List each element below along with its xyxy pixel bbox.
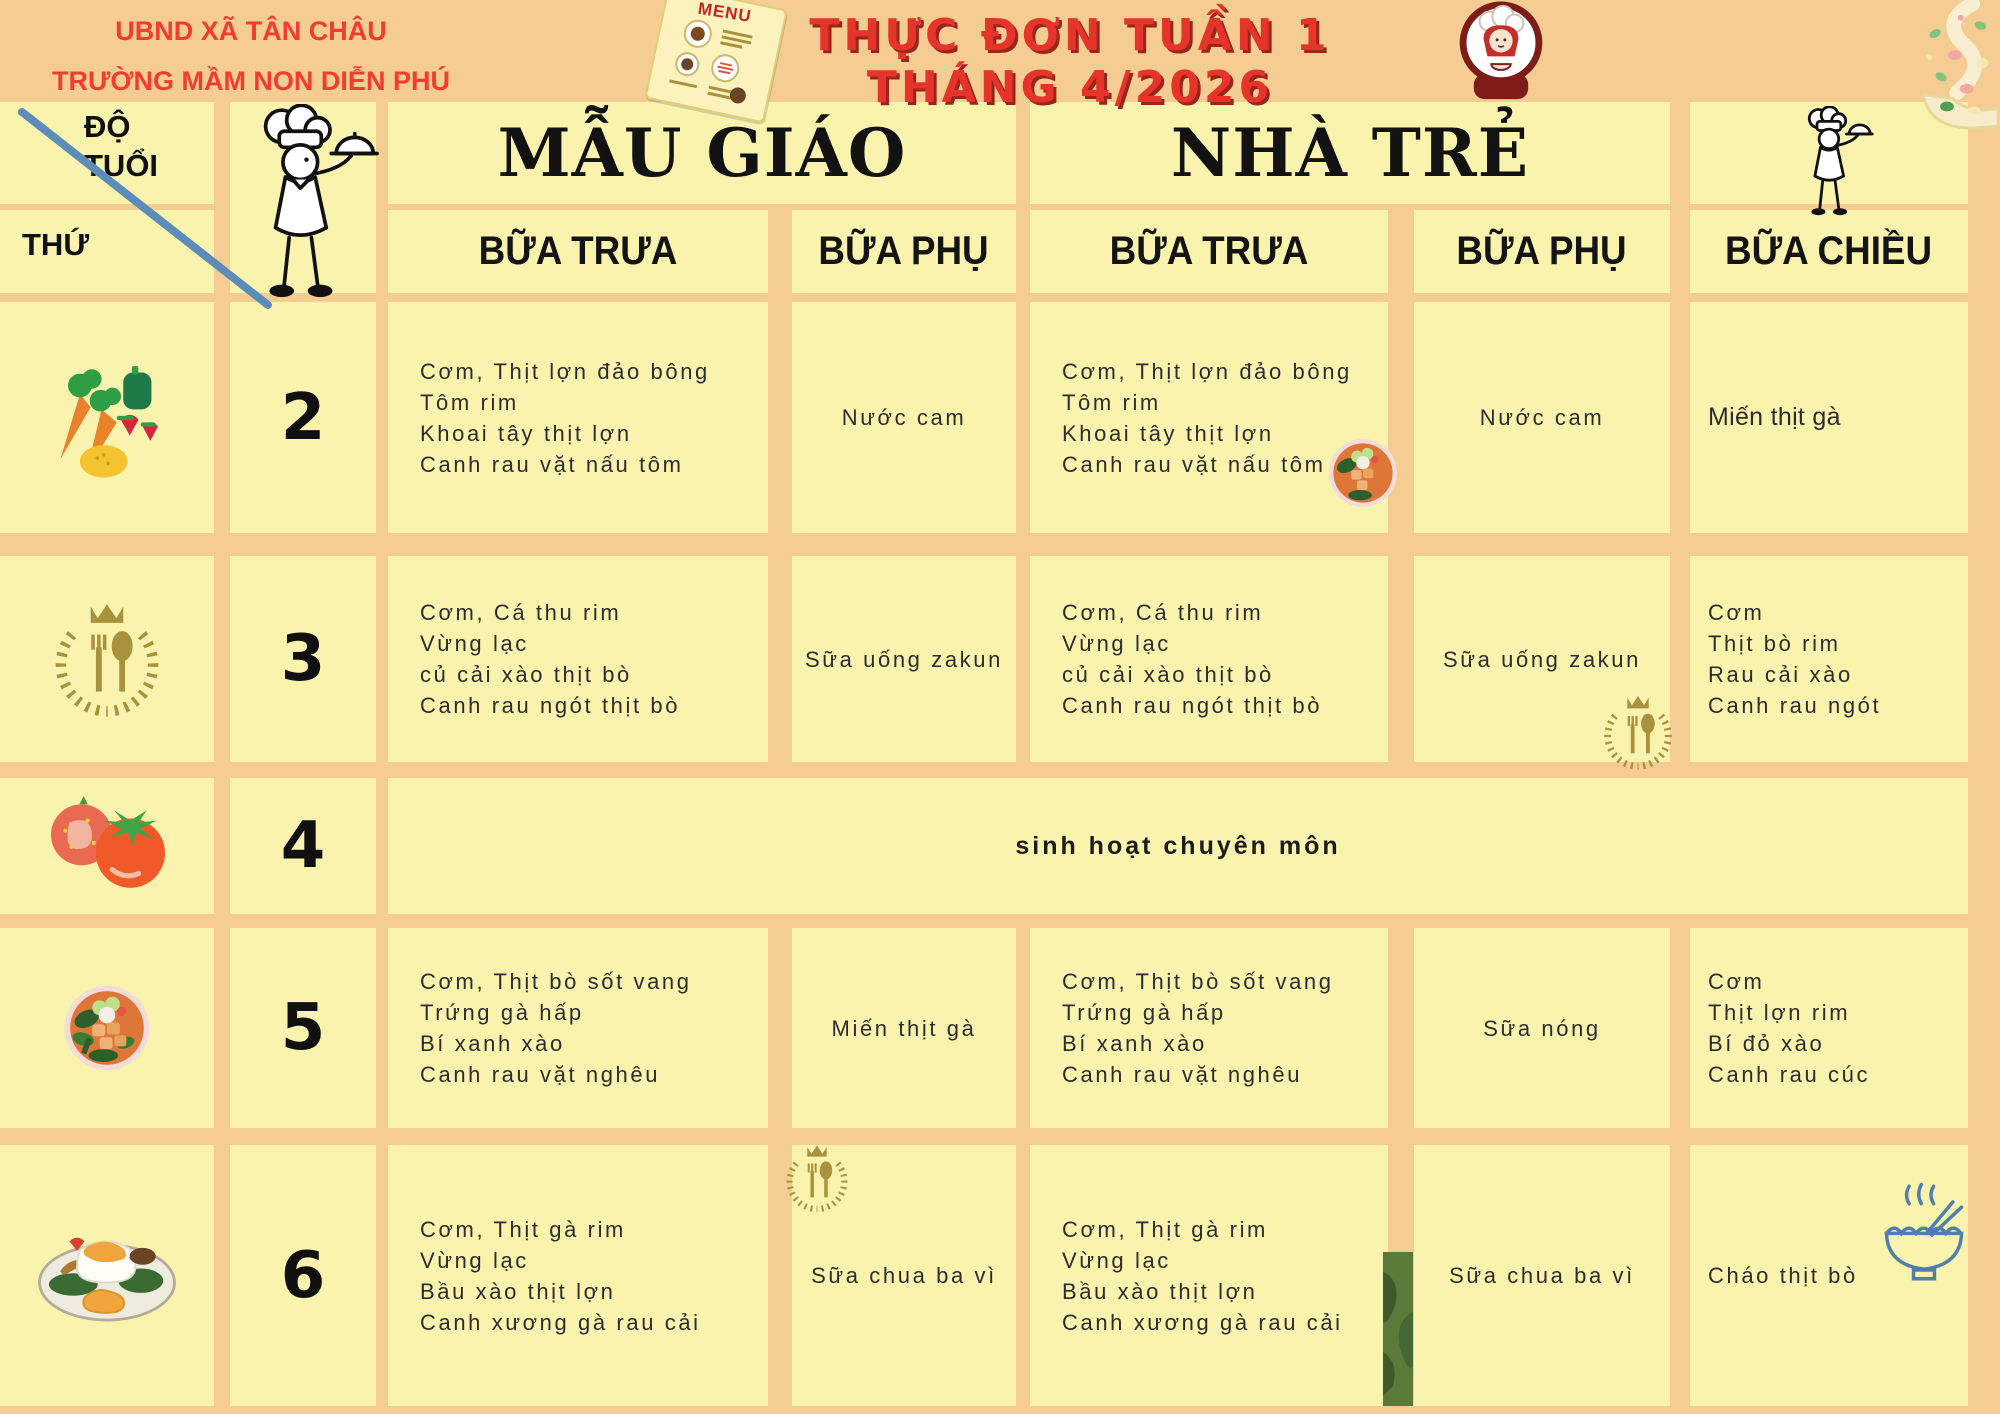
menu-item: Cơm, Cá thu rim Vừng lạc củ cải xào thịt… <box>420 600 681 718</box>
menu-card-doodles <box>669 19 753 104</box>
cell-day4-merged: sinh hoạt chuyên môn <box>388 778 1968 914</box>
org-line-1: UBND XÃ TÂN CHÂU <box>115 16 387 46</box>
day-cell-4: 4 <box>230 778 376 914</box>
tomatoes-icon <box>51 796 166 888</box>
noodle-bowl-icon <box>1884 1182 1964 1281</box>
day-number: 4 <box>280 809 326 883</box>
cell-day6-mg-snack: Sữa chua ba vì <box>792 1145 1016 1406</box>
chef-mascot-small-icon <box>1807 106 1874 216</box>
laurel-sticker-icon <box>1604 696 1672 770</box>
subheader-label: BỮA PHỤ <box>1456 229 1628 273</box>
menu-item: Cơm, Thịt bò sốt vang Trứng gà hấp Bí xa… <box>1062 969 1334 1087</box>
day-number: 2 <box>280 380 326 455</box>
cell-day3-mg-lunch: Cơm, Cá thu rim Vừng lạc củ cải xào thịt… <box>388 556 768 762</box>
cell-day2-nt-snack: Nước cam <box>1414 302 1670 533</box>
menu-item: Cơm Thịt lợn rim Bí đỏ xào Canh rau cúc <box>1708 969 1871 1087</box>
title-line-1: THỰC ĐƠN TUẦN 1 <box>809 10 1331 61</box>
cell-day3-nt-snack: Sữa uống zakun <box>1414 556 1670 762</box>
laurel-sticker-icon <box>786 1145 848 1213</box>
subheader-nt-snack: BỮA PHỤ <box>1414 210 1670 293</box>
subheader-mg-lunch: BỮA TRƯA <box>388 210 768 293</box>
menu-item: Cơm Thịt bò rim Rau cải xào Canh rau ngó… <box>1708 600 1882 718</box>
cell-day3-nt-lunch: Cơm, Cá thu rim Vừng lạc củ cải xào thịt… <box>1030 556 1388 762</box>
menu-item: Sữa uống zakun <box>1443 646 1641 672</box>
corner-day-label: THỨ <box>22 227 90 262</box>
menu-item: Cơm, Thịt gà rim Vừng lạc Bầu xào thịt l… <box>420 1216 701 1335</box>
menu-item: Cơm, Thịt bò sốt vang Trứng gà hấp Bí xa… <box>420 969 692 1087</box>
menu-item: Sữa chua ba vì <box>1449 1263 1635 1288</box>
subheader-label: BỮA PHỤ <box>818 229 990 273</box>
menu-item: Miến thịt gà <box>831 1015 977 1041</box>
cell-day3-afternoon: Cơm Thịt bò rim Rau cải xào Canh rau ngó… <box>1690 556 1968 762</box>
cell-day5-nt-snack: Sữa nóng <box>1414 928 1670 1128</box>
org-line-2: TRƯỜNG MẦM NON DIỄN PHÚ <box>52 66 450 96</box>
rice-plate-icon <box>38 1237 176 1321</box>
chef-mascot-icon <box>263 104 379 298</box>
icon-cell-day6 <box>0 1145 214 1406</box>
day-cell-5: 5 <box>230 928 376 1128</box>
subheader-label: BỮA TRƯA <box>478 229 678 273</box>
cell-day2-mg-lunch: Cơm, Thịt lợn đảo bông Tôm rim Khoai tây… <box>388 302 768 533</box>
day-number: 3 <box>280 622 326 696</box>
vegetables-icon <box>60 365 158 478</box>
group-header-mau-giao: MẪU GIÁO <box>388 102 1016 204</box>
school-header: UBND XÃ TÂN CHÂU TRƯỜNG MẦM NON DIỄN PHÚ <box>28 6 474 106</box>
icon-cell-day3 <box>0 556 214 762</box>
subheader-label: BỮA TRƯA <box>1109 229 1309 273</box>
cell-day6-nt-lunch: Cơm, Thịt gà rim Vừng lạc Bầu xào thịt l… <box>1030 1145 1388 1406</box>
menu-item: Cháo thịt bò <box>1708 1263 1858 1288</box>
cell-day5-mg-snack: Miến thịt gà <box>792 928 1016 1128</box>
cell-day5-nt-lunch: Cơm, Thịt bò sốt vang Trứng gà hấp Bí xa… <box>1030 928 1388 1128</box>
menu-item: Cơm, Cá thu rim Vừng lạc củ cải xào thịt… <box>1062 600 1323 718</box>
cell-day2-nt-lunch: Cơm, Thịt lợn đảo bông Tôm rim Khoai tây… <box>1030 302 1388 533</box>
menu-item: Nước cam <box>1479 405 1605 430</box>
subheader-nt-lunch: BỮA TRƯA <box>1030 210 1388 293</box>
menu-item: Sữa uống zakun <box>805 646 1003 672</box>
menu-card-illustration: MENU <box>644 0 788 124</box>
day-cell-3: 3 <box>230 556 376 762</box>
group-title-mau-giao: MẪU GIÁO <box>497 114 907 192</box>
subheader-mg-snack: BỮA PHỤ <box>792 210 1016 293</box>
cell-day5-mg-lunch: Cơm, Thịt bò sốt vang Trứng gà hấp Bí xa… <box>388 928 768 1128</box>
subheader-afternoon: BỮA CHIỀU <box>1690 210 1968 293</box>
group-title-nha-tre: NHÀ TRẺ <box>1170 114 1530 192</box>
menu-item: Sữa nóng <box>1483 1015 1601 1041</box>
cell-day6-afternoon: Cháo thịt bò <box>1690 1145 1968 1406</box>
merged-note: sinh hoạt chuyên môn <box>1015 831 1341 860</box>
corner-day-cell: THỨ <box>0 210 214 293</box>
diagonal-divider-line <box>18 108 272 309</box>
greens-photo-strip <box>1383 1252 1413 1406</box>
laurel-cutlery-icon <box>55 604 159 717</box>
menu-item: Cơm, Thịt lợn đảo bông Tôm rim Khoai tây… <box>1062 358 1352 477</box>
icon-cell-day2 <box>0 302 214 533</box>
cell-day5-afternoon: Cơm Thịt lợn rim Bí đỏ xào Canh rau cúc <box>1690 928 1968 1128</box>
menu-item: Sữa chua ba vì <box>811 1263 997 1288</box>
chef-girl-badge-icon <box>1459 1 1543 100</box>
cell-day6-nt-snack: Sữa chua ba vì <box>1414 1145 1670 1406</box>
soup-bowl-sticker-icon <box>1328 438 1398 508</box>
noodle-swirl-icon <box>1921 0 2000 130</box>
menu-item: Miến thịt gà <box>1708 403 1841 431</box>
poster-title: THỰC ĐƠN TUẦN 1 THÁNG 4/2026 <box>760 10 1380 114</box>
subheader-label: BỮA CHIỀU <box>1725 229 1933 273</box>
title-line-2: THÁNG 4/2026 <box>866 62 1274 113</box>
group-header-nha-tre: NHÀ TRẺ <box>1030 102 1670 204</box>
food-bowl-icon <box>64 985 150 1071</box>
icon-cell-day5 <box>0 928 214 1128</box>
day-cell-6: 6 <box>230 1145 376 1406</box>
icon-cell-day4 <box>0 778 214 914</box>
day-number: 5 <box>280 991 326 1065</box>
day-cell-2: 2 <box>230 302 376 533</box>
menu-item: Nước cam <box>841 405 967 430</box>
day-number: 6 <box>280 1238 326 1313</box>
cell-day6-mg-lunch: Cơm, Thịt gà rim Vừng lạc Bầu xào thịt l… <box>388 1145 768 1406</box>
cell-day3-mg-snack: Sữa uống zakun <box>792 556 1016 762</box>
menu-item: Cơm, Thịt gà rim Vừng lạc Bầu xào thịt l… <box>1062 1216 1343 1335</box>
menu-item: Cơm, Thịt lợn đảo bông Tôm rim Khoai tây… <box>420 358 710 477</box>
cell-day2-mg-snack: Nước cam <box>792 302 1016 533</box>
cell-day2-afternoon: Miến thịt gà <box>1690 302 1968 533</box>
